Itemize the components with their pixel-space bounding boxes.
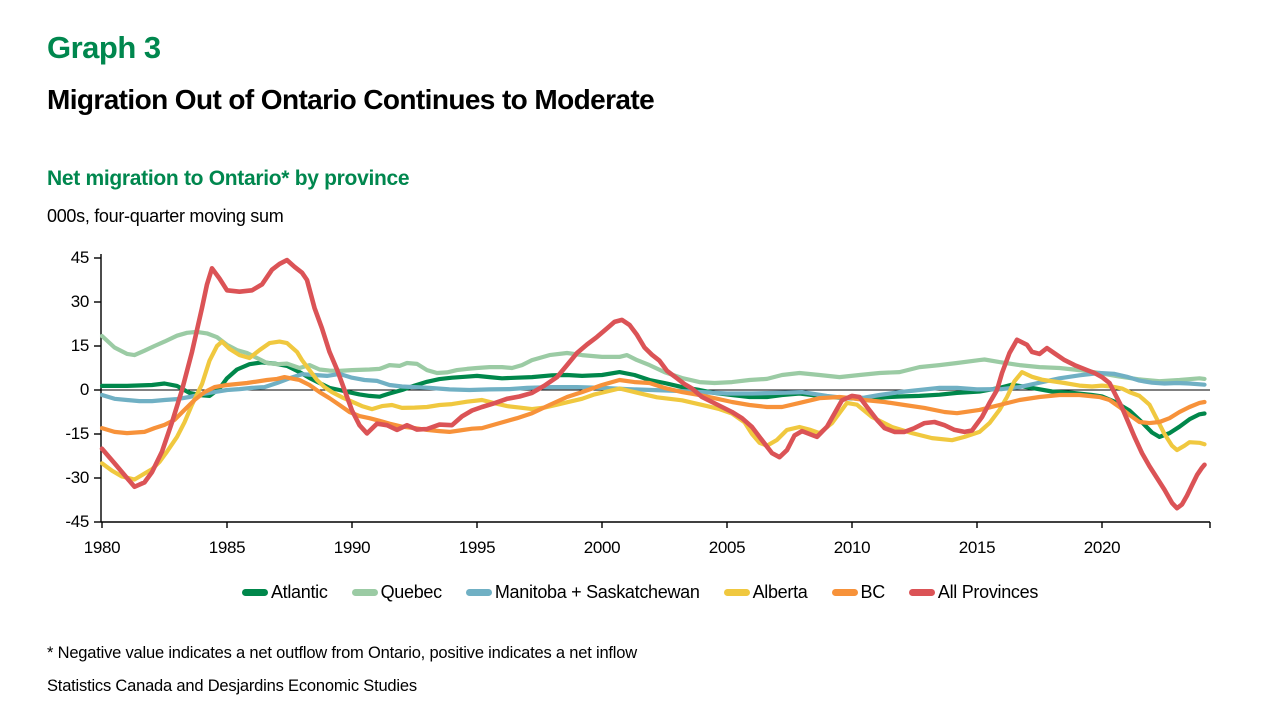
y-tick-label: 45 <box>70 248 90 267</box>
series-line-manitoba-saskatchewan <box>99 370 1207 404</box>
legend-swatch <box>241 589 268 596</box>
legend-item-all-provinces: All Provinces <box>908 582 1039 603</box>
x-tick-label: 1990 <box>333 538 371 557</box>
legend-item-bc: BC <box>831 582 886 603</box>
series-line-bc <box>99 375 1207 436</box>
legend-label: BC <box>860 582 886 602</box>
x-tick-label: 2010 <box>833 538 871 557</box>
legend-swatch <box>465 589 492 596</box>
footnote-asterisk: * Negative value indicates a net outflow… <box>47 644 637 662</box>
legend-swatch <box>831 589 858 596</box>
chart-legend: Atlantic Quebec Manitoba + Saskatchewan Alb… <box>0 582 1280 603</box>
page-title: Migration Out of Ontario Continues to Mo… <box>47 84 655 115</box>
series-line-all-provinces <box>99 257 1207 511</box>
series-line-atlantic <box>99 360 1207 439</box>
x-tick-label: 1980 <box>83 538 121 557</box>
legend-item-alberta: Alberta <box>723 582 808 603</box>
legend-swatch <box>351 589 378 596</box>
graph-number-label: Graph 3 <box>47 30 161 65</box>
y-tick-label: -15 <box>65 424 89 443</box>
legend-label: Quebec <box>380 582 443 602</box>
x-tick-label: 2020 <box>1083 538 1121 557</box>
legend-label: Atlantic <box>270 582 328 602</box>
x-tick-label: 2000 <box>583 538 621 557</box>
x-tick-label: 2015 <box>958 538 996 557</box>
y-tick-label: 15 <box>70 336 90 355</box>
y-tick-label: 0 <box>79 380 89 399</box>
legend-item-quebec: Quebec <box>351 582 443 603</box>
series-line-alberta <box>99 339 1207 482</box>
chart-units-label: 000s, four-quarter moving sum <box>47 206 284 226</box>
x-tick-label: 1985 <box>208 538 246 557</box>
x-tick-label: 1995 <box>458 538 496 557</box>
legend-item-manitoba-saskatchewan: Manitoba + Saskatchewan <box>465 582 700 603</box>
x-tick-label: 2005 <box>708 538 746 557</box>
legend-label: Manitoba + Saskatchewan <box>494 582 700 602</box>
legend-label: Alberta <box>752 582 808 602</box>
legend-swatch <box>908 589 935 596</box>
legend-item-atlantic: Atlantic <box>241 582 328 603</box>
chart-subtitle: Net migration to Ontario* by province <box>47 167 410 190</box>
series-line-quebec <box>99 329 1207 386</box>
legend-label: All Provinces <box>937 582 1039 602</box>
footnote-source: Statistics Canada and Desjardins Economi… <box>47 677 417 695</box>
y-tick-label: -45 <box>65 512 89 531</box>
y-tick-label: 30 <box>70 292 90 311</box>
legend-swatch <box>723 589 750 596</box>
y-tick-label: -30 <box>65 468 89 487</box>
